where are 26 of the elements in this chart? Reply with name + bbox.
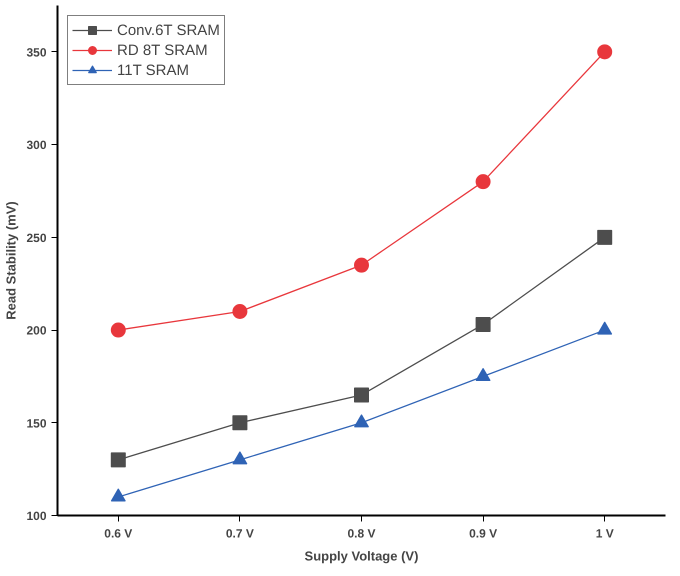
x-tick-label: 0.6 V	[104, 526, 132, 540]
x-tick-label: 0.7 V	[226, 526, 254, 540]
point	[354, 387, 369, 402]
legend-label: 11T SRAM	[117, 62, 189, 78]
y-axis-title: Read Stability (mV)	[3, 201, 18, 320]
y-tick-label: 150	[26, 416, 47, 430]
point	[597, 44, 612, 60]
y-tick-label: 300	[26, 138, 47, 152]
y-tick-label: 200	[26, 324, 47, 338]
point	[476, 174, 491, 190]
y-tick-label: 250	[26, 230, 47, 245]
point	[232, 415, 248, 430]
x-tick-label: 0.9 V	[469, 526, 498, 540]
legend-label: RD 8T SRAM	[117, 42, 208, 58]
legend-label: Conv.6T SRAM	[117, 22, 220, 38]
point	[110, 322, 126, 338]
point	[476, 316, 491, 332]
x-tick-label: 0.8 V	[347, 526, 376, 540]
y-tick-label: 350	[26, 45, 47, 60]
x-axis-title: Supply Voltage (V)	[304, 548, 418, 564]
x-tick-label: 1 V	[596, 526, 614, 540]
point	[232, 304, 248, 319]
point	[354, 258, 369, 273]
point	[597, 230, 612, 245]
point	[110, 452, 126, 468]
y-tick-label: 100	[26, 509, 47, 523]
